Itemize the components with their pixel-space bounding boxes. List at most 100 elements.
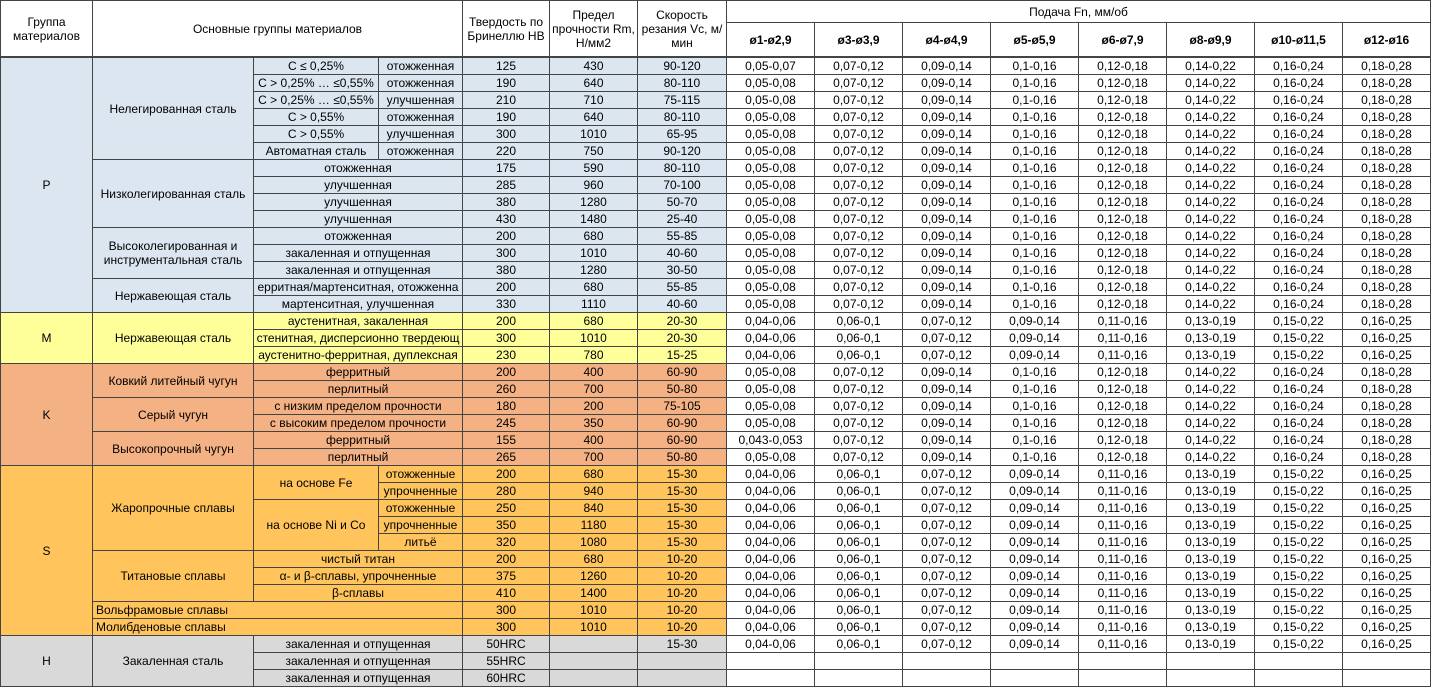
feed: 0,07-0,12 [814,261,903,279]
cutting-speed: 25-40 [637,210,727,228]
cutting-speed: 55-85 [637,227,727,245]
material-group: M [0,312,93,364]
feed: 0,07-0,12 [902,346,991,364]
cutting-speed: 90-120 [637,142,727,160]
feed [1166,652,1255,670]
feed: 0,09-0,14 [902,414,991,432]
feed: 0,18-0,28 [1342,91,1431,109]
feed: 0,16-0,24 [1254,261,1343,279]
cutting-speed: 55-85 [637,278,727,296]
hardness: 200 [462,278,550,296]
hardness: 155 [462,431,550,449]
feed: 0,18-0,28 [1342,210,1431,228]
state: упрочненные [378,482,463,500]
feed: 0,13-0,19 [1166,567,1255,585]
feed: 0,18-0,28 [1342,142,1431,160]
hardness: 210 [462,91,550,109]
feed: 0,06-0,1 [814,567,903,585]
strength: 700 [549,448,638,466]
hardness: 200 [462,465,550,483]
feed: 0,04-0,06 [726,465,815,483]
feed: 0,16-0,25 [1342,499,1431,517]
subgroup-name: Высоколегированная и инструментальная ст… [92,227,254,279]
feed: 0,14-0,22 [1166,278,1255,296]
feed: 0,15-0,22 [1254,618,1343,636]
feed: 0,18-0,28 [1342,278,1431,296]
feed: 0,09-0,14 [902,142,991,160]
feed: 0,14-0,22 [1166,176,1255,194]
feed: 0,11-0,16 [1078,312,1167,330]
feed: 0,14-0,22 [1166,159,1255,177]
feed: 0,09-0,14 [990,567,1079,585]
feed: 0,09-0,14 [902,125,991,143]
subgroup-name: Нержавеющая сталь [92,278,254,313]
feed: 0,18-0,28 [1342,227,1431,245]
cutting-speed: 30-50 [637,261,727,279]
feed: 0,05-0,08 [726,91,815,109]
hardness: 430 [462,210,550,228]
cutting-speed: 15-30 [637,533,727,551]
feed: 0,12-0,18 [1078,210,1167,228]
subgroup-name: Закаленная сталь [92,635,254,687]
cutting-speed: 60-90 [637,363,727,381]
feed: 0,16-0,25 [1342,618,1431,636]
feed [1254,652,1343,670]
feed: 0,05-0,08 [726,210,815,228]
feed: 0,07-0,12 [902,584,991,602]
feed: 0,09-0,14 [990,533,1079,551]
feed: 0,1-0,16 [990,176,1079,194]
condition: C > 0,55% [253,125,379,143]
feed: 0,09-0,14 [990,346,1079,364]
feed: 0,11-0,16 [1078,516,1167,534]
state: отожженные [378,465,463,483]
feed: 0,04-0,06 [726,482,815,500]
feed: 0,15-0,22 [1254,584,1343,602]
strength: 940 [549,482,638,500]
feed: 0,18-0,28 [1342,448,1431,466]
hardness: 300 [462,601,550,619]
feed: 0,12-0,18 [1078,363,1167,381]
feed: 0,06-0,1 [814,346,903,364]
feed: 0,16-0,25 [1342,465,1431,483]
condition: C > 0,25% … ≤0,55% [253,74,379,92]
feed: 0,06-0,1 [814,618,903,636]
feed: 0,07-0,12 [814,74,903,92]
feed: 0,09-0,14 [902,91,991,109]
feed: 0,09-0,14 [990,516,1079,534]
strength: 640 [549,74,638,92]
feed: 0,12-0,18 [1078,448,1167,466]
cutting-speed: 80-110 [637,108,727,126]
feed: 0,09-0,14 [902,74,991,92]
feed: 0,1-0,16 [990,57,1079,75]
subgroup-name: Нержавеющая сталь [92,312,254,364]
strength: 780 [549,346,638,364]
strength: 350 [549,414,638,432]
feed: 0,13-0,19 [1166,465,1255,483]
feed: 0,11-0,16 [1078,329,1167,347]
feed: 0,04-0,06 [726,584,815,602]
feed: 0,14-0,22 [1166,57,1255,75]
diameter-header: ø4-ø4,9 [902,22,991,57]
hardness: 300 [462,329,550,347]
feed: 0,1-0,16 [990,142,1079,160]
feed: 0,13-0,19 [1166,550,1255,568]
feed: 0,14-0,22 [1166,261,1255,279]
feed: 0,07-0,12 [902,499,991,517]
feed: 0,11-0,16 [1078,499,1167,517]
feed: 0,11-0,16 [1078,567,1167,585]
feed: 0,09-0,14 [990,312,1079,330]
strength: 400 [549,431,638,449]
feed: 0,05-0,08 [726,227,815,245]
condition: ферритный [253,363,463,381]
condition: улучшенная [253,210,463,228]
subgroup-name: Серый чугун [92,397,254,432]
feed: 0,07-0,12 [814,91,903,109]
feed: 0,07-0,12 [902,550,991,568]
cutting-speed: 15-30 [637,482,727,500]
alloy-base: на основе Fe [253,465,379,500]
cutting-speed: 15-30 [637,516,727,534]
feed: 0,06-0,1 [814,635,903,653]
strength: 1010 [549,329,638,347]
feed: 0,1-0,16 [990,210,1079,228]
strength: 1180 [549,516,638,534]
